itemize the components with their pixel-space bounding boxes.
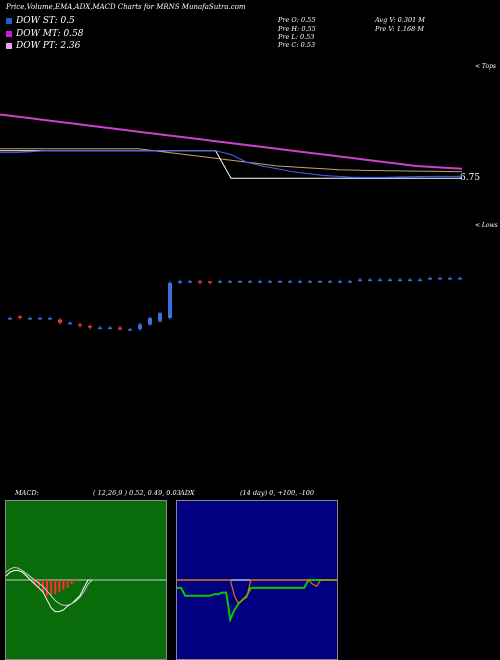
- candle-body: [78, 324, 82, 326]
- candle-body: [428, 278, 432, 280]
- stat-low: Pre L: 0.53: [278, 33, 315, 41]
- candle-body: [438, 278, 442, 280]
- candle-body: [328, 281, 332, 283]
- stat-open: Pre O: 0.55: [278, 16, 316, 24]
- chart-title: Price,Volume,EMA,ADX,MACD Charts for MRN…: [6, 3, 246, 11]
- macd-panel: [5, 500, 167, 660]
- legend-label: DOW MT: 0.58: [16, 29, 84, 39]
- candle-body: [398, 279, 402, 282]
- candle-body: [38, 318, 42, 320]
- candle-body: [388, 279, 392, 282]
- stat-avg-vol: Avg V: 0.301 M: [375, 16, 425, 24]
- candle-body: [358, 279, 362, 282]
- candle-body: [238, 281, 242, 283]
- legend-swatch: [6, 43, 12, 49]
- candle-body: [298, 281, 302, 283]
- macd-plot: [6, 566, 166, 613]
- adx-line-1: [177, 579, 337, 624]
- ema-line-0: [0, 113, 463, 170]
- candle-body: [18, 316, 22, 318]
- candle-body: [168, 282, 172, 318]
- macd-params: ( 12,26,9 ) 0.52, 0.49, 0.03: [93, 489, 181, 497]
- candle-body: [198, 281, 202, 283]
- macd-line-1: [6, 566, 166, 606]
- candle-body: [288, 281, 292, 283]
- legend-dow-st: DOW ST: 0.5: [6, 16, 75, 26]
- candle-body: [258, 281, 262, 283]
- macd-title: MACD:: [15, 489, 39, 497]
- price-level-label: 6.75: [460, 173, 481, 183]
- candle-body: [278, 281, 282, 283]
- legend-label: DOW ST: 0.5: [16, 16, 75, 26]
- candle-body: [28, 318, 32, 320]
- candle-body: [348, 281, 352, 283]
- stat-high: Pre H: 0.55: [278, 25, 316, 33]
- candle-body: [318, 281, 322, 283]
- candle-body: [368, 279, 372, 282]
- legend-label: DOW PT: 2.36: [16, 41, 81, 51]
- ema-line-1: [0, 148, 463, 173]
- candle-body: [248, 281, 252, 283]
- candle-body: [158, 313, 162, 322]
- stat-prev-vol: Pre V: 1.168 M: [375, 25, 425, 33]
- candle-body: [218, 281, 222, 283]
- candle-body: [408, 279, 412, 282]
- ema-line-3: [0, 150, 462, 178]
- adx-line-2: [177, 579, 337, 605]
- candle-body: [128, 329, 132, 331]
- tops-label: < Tops: [475, 63, 497, 70]
- lows-label: < Lows: [475, 222, 498, 229]
- legend-swatch: [6, 18, 12, 24]
- adx-panel: [176, 500, 338, 660]
- candle-body: [88, 326, 92, 328]
- candle-body: [228, 281, 232, 283]
- main-chart: [0, 113, 463, 331]
- candle-body: [208, 281, 212, 283]
- candle-body: [268, 281, 272, 283]
- candle-body: [308, 281, 312, 283]
- adx-params: (14 day) 0, +100, -100: [240, 489, 315, 497]
- candle-body: [418, 279, 422, 282]
- adx-plot: [177, 579, 337, 624]
- candle-body: [58, 319, 62, 323]
- legend-dow-pt: DOW PT: 2.36: [6, 41, 80, 51]
- candle-body: [8, 318, 12, 320]
- candle-body: [458, 278, 462, 280]
- adx-title: ADX: [180, 489, 195, 497]
- candle-body: [148, 318, 152, 325]
- candle-body: [448, 278, 452, 280]
- candle-body: [118, 327, 122, 330]
- candle-body: [108, 327, 112, 330]
- candle-body: [188, 281, 192, 283]
- stat-close: Pre C: 0.53: [278, 41, 316, 49]
- legend-dow-mt: DOW MT: 0.58: [6, 29, 84, 39]
- candle-body: [98, 327, 102, 330]
- candle-body: [68, 322, 72, 325]
- candle-body: [138, 324, 142, 330]
- candle-body: [378, 279, 382, 282]
- candle-body: [178, 281, 182, 283]
- candle-body: [338, 281, 342, 283]
- legend-swatch: [6, 31, 12, 37]
- candle-body: [48, 318, 52, 320]
